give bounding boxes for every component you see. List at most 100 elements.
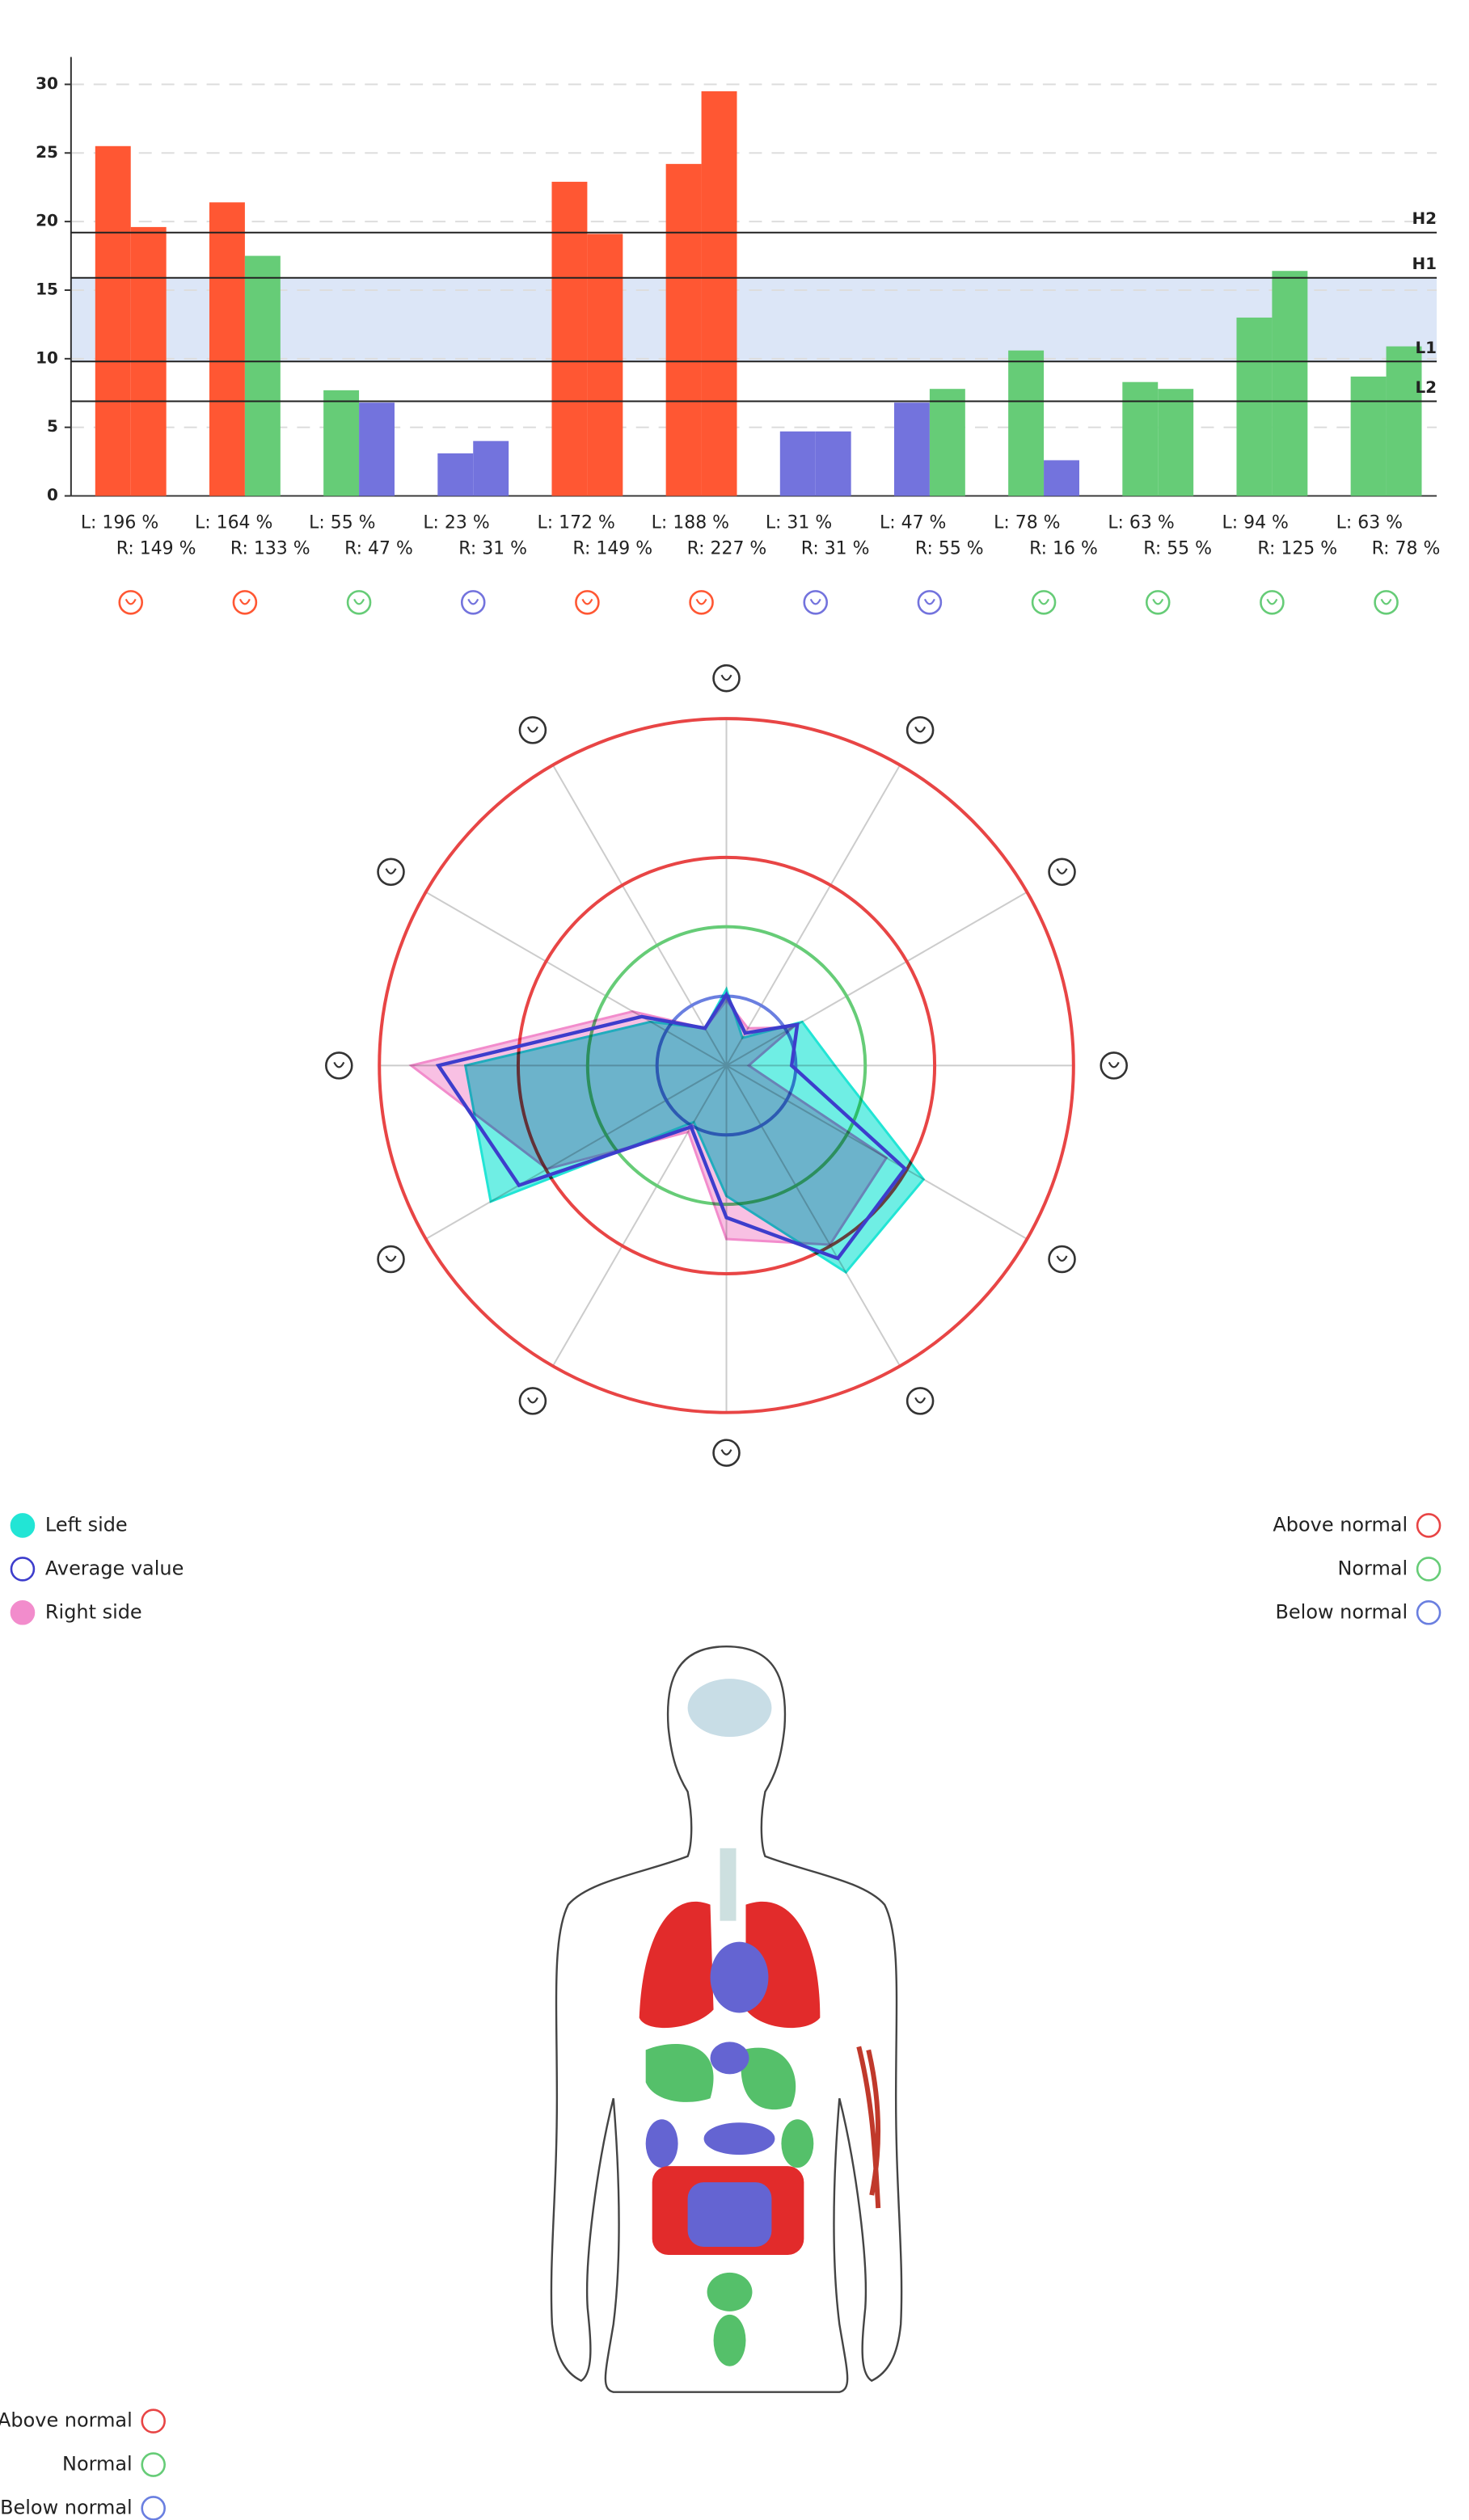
legend-marker bbox=[1416, 1557, 1442, 1582]
bar bbox=[1272, 271, 1308, 496]
organ-icon-detail bbox=[125, 598, 137, 605]
organ-icon-detail bbox=[467, 598, 479, 605]
organ-icon bbox=[712, 1439, 741, 1467]
bar bbox=[665, 163, 702, 496]
radar-area bbox=[408, 998, 889, 1246]
stomach bbox=[741, 2047, 796, 2110]
brain bbox=[687, 1679, 772, 1738]
bar bbox=[473, 440, 509, 496]
percent-label: R: 47 % bbox=[344, 538, 413, 558]
percent-label: R: 31 % bbox=[458, 538, 527, 558]
reference-label: L1 bbox=[1415, 338, 1437, 357]
legend-marker bbox=[10, 1513, 36, 1538]
prostate bbox=[713, 2314, 746, 2366]
spoke bbox=[725, 765, 901, 1066]
legend-marker bbox=[10, 1600, 36, 1625]
percent-label: L: 31 % bbox=[766, 513, 832, 533]
organ-icon-detail bbox=[914, 726, 927, 733]
bar bbox=[929, 389, 965, 496]
organ-icon bbox=[377, 858, 405, 887]
organ-icon-detail bbox=[239, 598, 251, 605]
legend-marker bbox=[141, 2496, 166, 2520]
bar bbox=[779, 431, 816, 496]
percent-label: R: 149 % bbox=[572, 538, 652, 558]
liver bbox=[645, 2044, 714, 2102]
percent-label: L: 188 % bbox=[652, 513, 729, 533]
reference-label: H2 bbox=[1412, 209, 1437, 228]
organ-icon-detail bbox=[1380, 598, 1392, 605]
bar bbox=[359, 402, 395, 496]
y-tick-label: 30 bbox=[36, 74, 58, 93]
bar bbox=[1008, 350, 1045, 496]
bar bbox=[323, 390, 360, 496]
organ-icon-detail bbox=[923, 598, 935, 605]
percent-label: R: 78 % bbox=[1372, 538, 1441, 558]
legend-marker bbox=[10, 1557, 36, 1582]
y-tick-label: 20 bbox=[36, 211, 58, 230]
percent-label: R: 133 % bbox=[230, 538, 310, 558]
kidney-left bbox=[645, 2119, 678, 2168]
bar bbox=[95, 145, 131, 496]
bar bbox=[209, 202, 245, 496]
bar bbox=[1044, 460, 1079, 496]
bar bbox=[244, 255, 281, 496]
organ-icon-detail bbox=[353, 598, 365, 605]
percent-label: R: 16 % bbox=[1029, 538, 1098, 558]
organ-icon bbox=[917, 590, 943, 615]
organ-icon bbox=[232, 590, 258, 615]
percent-label: L: 78 % bbox=[994, 513, 1060, 533]
organ-icon bbox=[1100, 1051, 1128, 1080]
percent-label: R: 125 % bbox=[1257, 538, 1337, 558]
normal-band bbox=[70, 277, 1437, 362]
trachea bbox=[720, 1848, 737, 1921]
organ-icon-detail bbox=[385, 868, 397, 874]
organ-icon bbox=[803, 590, 829, 615]
legend-label: Above normal bbox=[1273, 1513, 1408, 1536]
percent-label: R: 149 % bbox=[116, 538, 196, 558]
organ-icon-detail bbox=[1056, 1255, 1068, 1262]
organ-icon bbox=[325, 1051, 353, 1080]
legend-marker bbox=[141, 2408, 166, 2434]
organ-icon-detail bbox=[1038, 598, 1050, 605]
vessels bbox=[856, 2046, 881, 2209]
y-tick-label: 5 bbox=[47, 416, 58, 436]
bar bbox=[437, 453, 474, 496]
organ-icon bbox=[1048, 858, 1076, 887]
legend-label: Below normal bbox=[1276, 1600, 1408, 1623]
percent-label: L: 164 % bbox=[195, 513, 272, 533]
organ-icon bbox=[518, 1387, 547, 1415]
organ-icon bbox=[905, 1387, 935, 1415]
organ-icon-detail bbox=[526, 726, 538, 733]
organ-icon bbox=[118, 590, 144, 615]
bar bbox=[1350, 376, 1387, 496]
y-tick-label: 15 bbox=[36, 279, 58, 298]
organ-icon bbox=[518, 716, 547, 744]
organ-icon-detail bbox=[695, 598, 707, 605]
organ-icon bbox=[377, 1245, 405, 1274]
organ-icon-detail bbox=[1108, 1061, 1120, 1068]
ring bbox=[378, 717, 1075, 1414]
spoke bbox=[552, 765, 728, 1066]
pancreas bbox=[703, 2122, 775, 2155]
legend-label: Right side bbox=[45, 1600, 142, 1623]
organ-icon bbox=[689, 590, 714, 615]
legend-marker bbox=[141, 2452, 166, 2477]
percent-label: L: 47 % bbox=[880, 513, 946, 533]
organ-icon-detail bbox=[385, 1255, 397, 1262]
small-intestine bbox=[687, 2182, 772, 2247]
bar bbox=[1158, 389, 1194, 496]
bar bbox=[893, 402, 930, 496]
organ-icon bbox=[575, 590, 600, 615]
organ-icon-detail bbox=[720, 674, 732, 681]
heart bbox=[710, 1941, 769, 2013]
legend-label: Average value bbox=[45, 1557, 184, 1579]
legend-label: Normal bbox=[62, 2453, 133, 2476]
organ-icon-detail bbox=[581, 598, 593, 605]
organ-icon bbox=[1374, 590, 1399, 615]
legend-marker bbox=[1416, 1600, 1442, 1625]
reference-label: L2 bbox=[1415, 377, 1437, 397]
percent-label: R: 55 % bbox=[915, 538, 984, 558]
y-tick-label: 10 bbox=[36, 348, 58, 367]
legend-label: Below normal bbox=[0, 2496, 133, 2518]
